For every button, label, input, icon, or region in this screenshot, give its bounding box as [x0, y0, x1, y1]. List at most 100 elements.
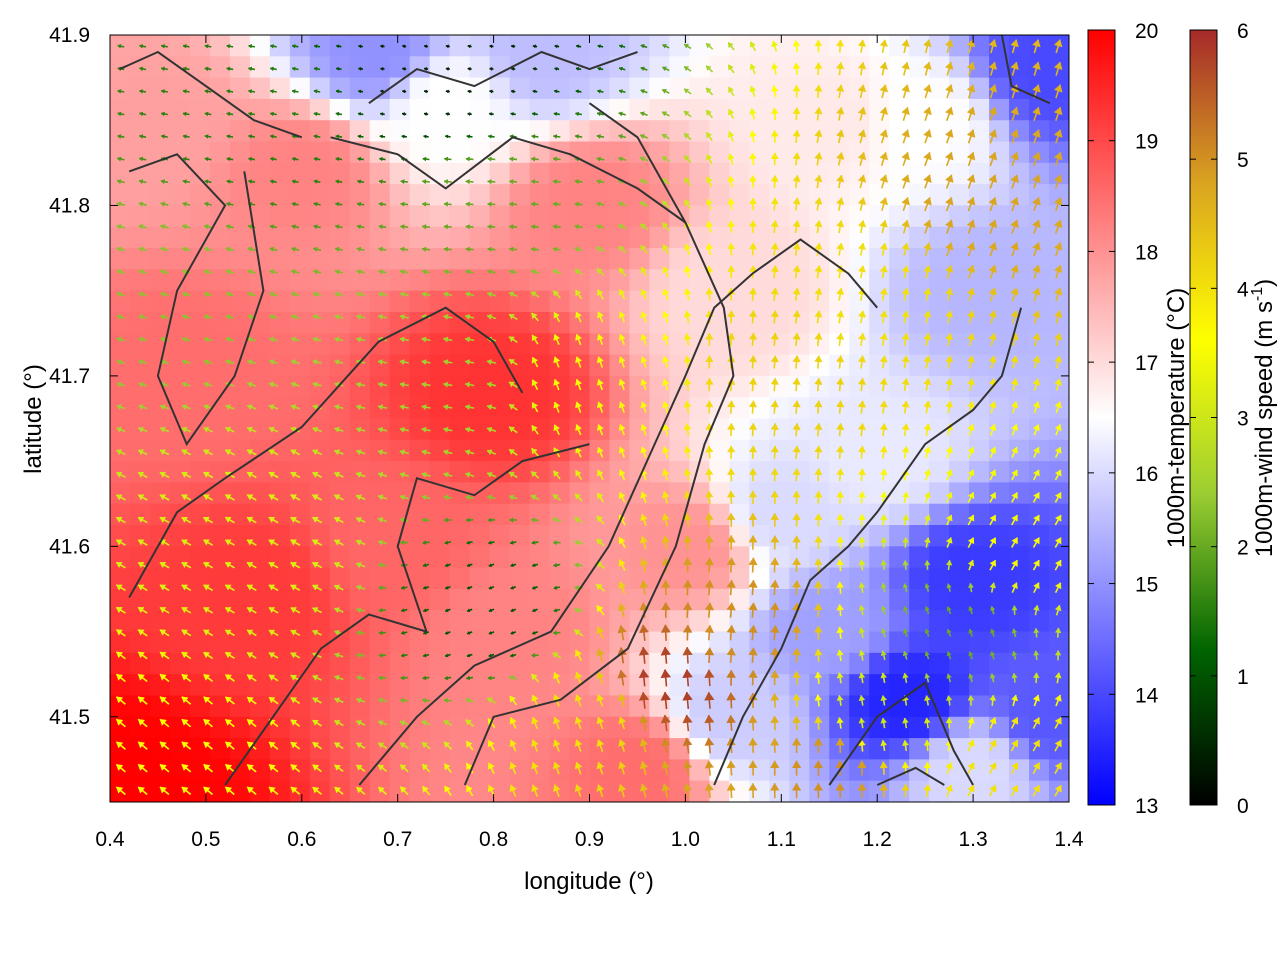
heatmap-cell [129, 120, 151, 143]
wind-vector [640, 401, 648, 413]
wind-vector [377, 291, 387, 298]
heatmap-cell [409, 226, 431, 249]
wind-vector [355, 336, 366, 343]
heatmap-cell [689, 248, 710, 270]
wind-vector [465, 201, 474, 207]
heatmap-cell [509, 269, 531, 292]
heatmap-cell [709, 439, 730, 462]
wind-vector [640, 244, 648, 254]
heatmap-cell [909, 461, 930, 484]
wind-vector [224, 629, 235, 637]
wind-vector [902, 514, 909, 526]
wind-vector [530, 224, 539, 230]
heatmap-cell [849, 162, 870, 185]
heatmap-cell [169, 311, 191, 334]
wind-vector [704, 691, 715, 709]
heatmap-cell [489, 695, 511, 718]
wind-vector [575, 89, 582, 94]
wind-vector [531, 608, 538, 613]
wind-vector [857, 445, 867, 459]
wind-speed-colorbar-label: 1000m-wind speed (m s-1) [1249, 279, 1278, 557]
wind-vector [770, 332, 779, 347]
wind-vector [290, 629, 301, 637]
heatmap-cell [110, 375, 131, 398]
wind-vector [901, 265, 910, 279]
heatmap-cell [829, 525, 850, 547]
heatmap-cell [909, 652, 930, 675]
heatmap-cell [110, 652, 131, 675]
wind-vector [639, 580, 649, 595]
heatmap-cell [429, 141, 451, 164]
wind-vector [246, 426, 257, 433]
wind-vector [290, 696, 301, 705]
wind-vector [879, 39, 888, 53]
wind-vector [880, 717, 888, 729]
wind-vector [902, 672, 909, 683]
wind-vector [115, 471, 126, 478]
wind-vector [726, 579, 736, 596]
heatmap-cell [349, 290, 371, 313]
wind-vector [596, 626, 605, 640]
heatmap-cell [609, 162, 631, 185]
heatmap-cell [249, 162, 271, 185]
heatmap-cell [469, 525, 491, 547]
heatmap-cell [769, 162, 790, 185]
wind-vector [268, 561, 279, 569]
wind-vector [748, 265, 758, 279]
heatmap-cell [769, 375, 790, 398]
heatmap-cell [729, 248, 750, 270]
wind-vector [224, 651, 235, 659]
heatmap-cell [389, 141, 411, 164]
wind-vector [246, 471, 257, 479]
wind-vector [923, 355, 932, 369]
heatmap-cell [209, 439, 231, 462]
wind-vector [531, 716, 539, 730]
wind-vector [597, 66, 604, 71]
wind-vector [902, 650, 909, 660]
heatmap-cell [949, 461, 970, 484]
wind-vector [880, 491, 888, 504]
wind-vector [836, 332, 845, 347]
wind-vector [770, 197, 779, 211]
wind-vector [356, 224, 365, 230]
wind-vector [858, 604, 866, 616]
heatmap-cell [129, 716, 151, 739]
heatmap-cell [110, 567, 131, 590]
wind-vector [530, 156, 539, 162]
heatmap-cell [329, 695, 351, 718]
heatmap-cell [789, 98, 810, 121]
wind-vector [923, 446, 932, 459]
x-tick-label: 1.3 [958, 828, 987, 851]
wind-vector [792, 84, 801, 98]
wind-vector [269, 246, 278, 252]
heatmap-cell [809, 674, 830, 697]
heatmap-cell [549, 77, 571, 100]
heatmap-cell [569, 226, 591, 249]
heatmap-cell [549, 503, 571, 526]
wind-vector [311, 539, 323, 546]
heatmap-cell [409, 546, 431, 569]
wind-vector [466, 653, 473, 658]
wind-vector [944, 219, 954, 234]
wind-vector [704, 714, 715, 732]
wind-vector [879, 423, 888, 437]
heatmap-cell [589, 333, 611, 356]
wind-vector [618, 133, 627, 140]
wind-vector [879, 265, 888, 279]
heatmap-cell [649, 290, 671, 313]
wind-vector [422, 608, 429, 613]
wind-vector [770, 782, 780, 799]
wind-vector [399, 786, 409, 796]
heatmap-cell [729, 162, 750, 185]
heatmap-cell [110, 738, 131, 760]
heatmap-cell [329, 674, 351, 697]
wind-vector [464, 426, 475, 433]
heatmap-cell [569, 418, 591, 441]
heatmap-cell [909, 98, 930, 121]
wind-vector [748, 310, 758, 324]
heatmap-cell [869, 290, 890, 313]
heatmap-cell [649, 674, 671, 697]
wind-vector [727, 400, 736, 414]
wind-vector [836, 129, 845, 144]
heatmap-cell [809, 226, 830, 249]
